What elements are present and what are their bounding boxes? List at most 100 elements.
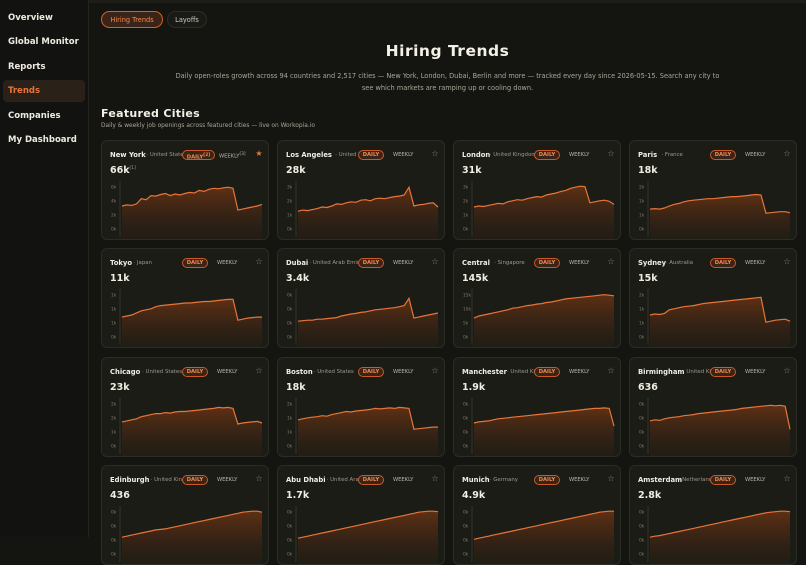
- y-tick-label: 5k: [463, 321, 469, 327]
- sparkline-area: [122, 407, 262, 456]
- daily-toggle[interactable]: DAILY: [534, 258, 560, 268]
- city-card[interactable]: Amsterdam · Netherlands DAILY WEEKLY ☆ 2.8k 0k…: [629, 465, 797, 565]
- star-icon[interactable]: ☆: [431, 474, 439, 483]
- sidebar-item-overview[interactable]: Overview: [8, 13, 53, 23]
- star-icon[interactable]: ☆: [783, 149, 791, 158]
- weekly-toggle[interactable]: WEEKLY: [217, 367, 237, 377]
- star-filled-icon[interactable]: ★: [255, 149, 263, 158]
- weekly-toggle[interactable]: WEEKLY: [569, 367, 589, 377]
- city-openings-value: 1.7k: [286, 490, 309, 501]
- star-icon[interactable]: ☆: [607, 366, 615, 375]
- tab-layoffs[interactable]: Layoffs: [167, 11, 207, 28]
- weekly-toggle[interactable]: WEEKLY[3]: [219, 150, 246, 160]
- star-icon[interactable]: ☆: [255, 366, 263, 375]
- daily-toggle[interactable]: DAILY: [182, 367, 208, 377]
- daily-toggle[interactable]: DAILY: [534, 367, 560, 377]
- y-tick-label: 0k: [111, 510, 117, 516]
- daily-toggle[interactable]: DAILY: [182, 258, 208, 268]
- daily-toggle[interactable]: DAILY: [358, 475, 384, 485]
- sparkline-area: [650, 297, 790, 347]
- city-card[interactable]: Central · Singapore DAILY WEEKLY ☆ 145k 15k 10k…: [453, 248, 621, 348]
- city-name: Tokyo: [110, 259, 133, 267]
- daily-toggle[interactable]: DAILY: [182, 475, 208, 485]
- star-icon[interactable]: ☆: [783, 474, 791, 483]
- weekly-toggle[interactable]: WEEKLY: [393, 150, 413, 160]
- y-tick-label: 15k: [463, 293, 471, 299]
- city-name: Edinburgh: [110, 476, 150, 484]
- daily-toggle[interactable]: DAILY: [358, 258, 384, 268]
- weekly-toggle[interactable]: WEEKLY: [745, 475, 765, 485]
- sidebar-item-my-dashboard[interactable]: My Dashboard: [8, 135, 77, 145]
- sparkline-line: [473, 294, 615, 319]
- weekly-toggle[interactable]: WEEKLY: [569, 258, 589, 268]
- daily-toggle[interactable]: DAILY: [534, 150, 560, 160]
- weekly-toggle[interactable]: WEEKLY: [569, 475, 589, 485]
- city-openings-value: 11k: [110, 273, 130, 284]
- star-icon[interactable]: ☆: [607, 257, 615, 266]
- sparkline-chart: 0k 0k 0k 0k: [287, 289, 439, 347]
- star-icon[interactable]: ☆: [783, 366, 791, 375]
- daily-toggle[interactable]: DAILY: [358, 150, 384, 160]
- city-card[interactable]: Dubai· United Arab EmiratesDAILY WEEKLY ☆ 3…: [277, 248, 445, 348]
- weekly-toggle[interactable]: WEEKLY: [217, 475, 237, 485]
- city-card[interactable]: Munich · Germany DAILY WEEKLY ☆ 4.9k 0k 0k 0k 0k: [453, 465, 621, 565]
- sidebar-item-trends[interactable]: Trends: [3, 80, 85, 102]
- weekly-label: WEEKLY: [393, 260, 414, 266]
- weekly-toggle[interactable]: WEEKLY: [393, 475, 413, 485]
- star-icon[interactable]: ☆: [607, 149, 615, 158]
- city-card[interactable]: Sydney · Australia DAILY WEEKLY ☆ 15k 2k 1k 1k 0k: [629, 248, 797, 348]
- weekly-label: WEEKLY: [217, 369, 238, 375]
- sidebar-item-reports[interactable]: Reports: [8, 62, 46, 72]
- sidebar-item-global-monitor[interactable]: Global Monitor: [8, 37, 79, 47]
- y-tick-label: 0k: [463, 335, 469, 341]
- weekly-toggle[interactable]: WEEKLY: [217, 258, 237, 268]
- sparkline-line: [297, 185, 439, 212]
- weekly-label: WEEKLY: [217, 260, 238, 266]
- weekly-toggle[interactable]: WEEKLY: [745, 150, 765, 160]
- city-openings-value: 4.9k: [462, 490, 485, 501]
- weekly-toggle[interactable]: WEEKLY: [745, 258, 765, 268]
- tab-hiring-trends[interactable]: Hiring Trends: [101, 11, 163, 28]
- star-icon[interactable]: ☆: [431, 366, 439, 375]
- y-tick-label: 0k: [639, 416, 645, 422]
- city-card[interactable]: New York · United States DAILY[2] WEEKLY[3]…: [101, 140, 269, 240]
- daily-toggle[interactable]: DAILY: [710, 367, 736, 377]
- daily-label: DAILY: [362, 369, 380, 375]
- star-icon[interactable]: ☆: [255, 257, 263, 266]
- daily-toggle[interactable]: DAILY: [710, 475, 736, 485]
- city-card[interactable]: Paris · France DAILY WEEKLY ☆ 18k 2k 1k 1k 0k: [629, 140, 797, 240]
- star-icon[interactable]: ☆: [431, 149, 439, 158]
- weekly-toggle[interactable]: WEEKLY: [569, 150, 589, 160]
- weekly-toggle[interactable]: WEEKLY: [393, 367, 413, 377]
- city-card[interactable]: London · United Kingdom DAILY WEEKLY ☆ 31k 3k 2…: [453, 140, 621, 240]
- city-openings-value: 66k[1]: [110, 165, 136, 176]
- page-subtitle: Daily open-roles growth across 94 countr…: [169, 70, 726, 94]
- weekly-toggle[interactable]: WEEKLY: [745, 367, 765, 377]
- star-icon[interactable]: ☆: [255, 474, 263, 483]
- city-card[interactable]: Boston · United States DAILY WEEKLY ☆ 18k 2k 1k…: [277, 357, 445, 457]
- star-icon[interactable]: ☆: [607, 474, 615, 483]
- y-tick-label: 3k: [463, 185, 469, 191]
- city-card[interactable]: Abu Dhabi· United Arab EmiratesDAILY WEEK…: [277, 465, 445, 565]
- sparkline-chart: 2k 1k 1k 0k: [287, 398, 438, 456]
- daily-toggle[interactable]: DAILY: [710, 150, 736, 160]
- daily-toggle[interactable]: DAILY: [358, 367, 384, 377]
- weekly-label: WEEKLY: [569, 477, 590, 483]
- star-icon[interactable]: ☆: [431, 257, 439, 266]
- daily-toggle[interactable]: DAILY: [534, 475, 560, 485]
- sidebar-item-companies[interactable]: Companies: [8, 111, 61, 121]
- sparkline-chart: 3k 2k 1k 0k: [287, 181, 439, 239]
- city-card[interactable]: Chicago · United States DAILY WEEKLY ☆ 23k 2k 2…: [101, 357, 269, 457]
- city-card[interactable]: Tokyo · Japan DAILY WEEKLY ☆ 11k 1k 1k 1k 0k: [101, 248, 269, 348]
- value-text: 145k: [462, 273, 489, 284]
- daily-toggle[interactable]: DAILY: [710, 258, 736, 268]
- star-icon[interactable]: ☆: [783, 257, 791, 266]
- daily-toggle[interactable]: DAILY[2]: [182, 150, 215, 161]
- city-name: Manchester: [462, 368, 507, 376]
- daily-label: DAILY: [186, 154, 204, 161]
- weekly-toggle[interactable]: WEEKLY: [393, 258, 413, 268]
